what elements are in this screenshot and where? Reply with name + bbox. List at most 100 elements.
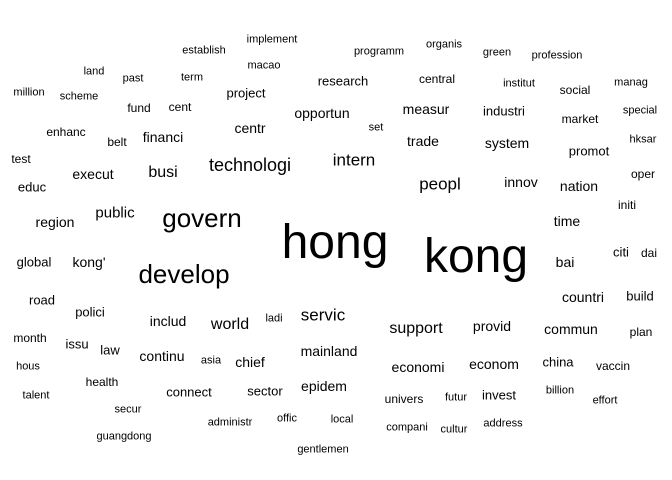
- word-execut: execut: [72, 166, 114, 182]
- word-industri: industri: [483, 103, 525, 119]
- word-compani: compani: [386, 421, 428, 434]
- word-invest: invest: [482, 387, 516, 403]
- word-technologi: technologi: [208, 155, 292, 175]
- word-china: china: [542, 354, 574, 370]
- word-macao: macao: [247, 59, 281, 72]
- word-talent: talent: [22, 389, 50, 402]
- word-sector: sector: [247, 383, 283, 399]
- word-provid: provid: [472, 318, 512, 334]
- word-mainland: mainland: [300, 343, 358, 359]
- word-polici: polici: [75, 304, 105, 320]
- word-land: land: [83, 65, 105, 78]
- word-busi: busi: [148, 164, 178, 181]
- word-centr: centr: [234, 120, 266, 136]
- word-asia: asia: [200, 354, 222, 367]
- word-guangdong: guangdong: [96, 430, 152, 443]
- word-promot: promot: [568, 143, 610, 159]
- word-establish: establish: [182, 44, 226, 57]
- word-bai: bai: [555, 254, 575, 270]
- word-project: project: [226, 85, 266, 101]
- word-citi: citi: [613, 244, 629, 260]
- word-plan: plan: [629, 325, 653, 339]
- word-address: address: [483, 417, 523, 430]
- word-enhanc: enhanc: [46, 125, 86, 139]
- word-financi: financi: [142, 129, 184, 145]
- word-global: global: [16, 254, 52, 270]
- word-intern: intern: [332, 150, 376, 170]
- word-support: support: [389, 320, 443, 337]
- word-organis: organis: [425, 38, 463, 51]
- word-cultur: cultur: [440, 423, 468, 436]
- word-special: special: [622, 104, 658, 117]
- word-nation: nation: [559, 178, 599, 194]
- word-dai: dai: [640, 246, 658, 260]
- word-profession: profession: [531, 49, 583, 62]
- word-administr: administr: [207, 416, 253, 429]
- word-oper: oper: [630, 167, 656, 181]
- word-fund: fund: [127, 101, 151, 115]
- word-includ: includ: [149, 313, 187, 329]
- word-commun: commun: [544, 321, 598, 337]
- word-educ: educ: [17, 179, 47, 195]
- word-manag: manag: [614, 76, 648, 89]
- word-region: region: [35, 214, 75, 230]
- word-futur: futur: [444, 391, 468, 404]
- word-time: time: [553, 213, 581, 229]
- word-law: law: [100, 342, 120, 358]
- word-month: month: [13, 331, 47, 345]
- word-hous: hous: [16, 360, 40, 373]
- word-health: health: [85, 375, 119, 389]
- word-market: market: [561, 112, 599, 126]
- word-research: research: [317, 73, 369, 89]
- word-develop: develop: [138, 259, 230, 289]
- word-public: public: [95, 204, 135, 222]
- word-epidem: epidem: [301, 378, 347, 394]
- word-vaccin: vaccin: [595, 359, 631, 373]
- word-kong: kong': [72, 254, 106, 270]
- word-billion: billion: [545, 384, 575, 397]
- word-economi: economi: [391, 359, 445, 375]
- word-gentlemen: gentlemen: [297, 443, 349, 456]
- word-scheme: scheme: [59, 90, 99, 103]
- word-system: system: [484, 135, 530, 151]
- word-initi: initi: [617, 198, 637, 212]
- word-trade: trade: [407, 133, 439, 149]
- word-econom: econom: [469, 356, 519, 372]
- word-term: term: [181, 71, 203, 84]
- word-build: build: [626, 288, 654, 304]
- word-programm: programm: [353, 45, 405, 58]
- word-connect: connect: [166, 384, 212, 400]
- word-ladi: ladi: [265, 312, 283, 325]
- word-road: road: [28, 292, 56, 308]
- word-institut: institut: [503, 77, 535, 90]
- word-effort: effort: [592, 394, 618, 407]
- word-peopl: peopl: [419, 174, 461, 194]
- word-local: local: [330, 413, 354, 426]
- word-countri: countri: [561, 289, 605, 305]
- word-continu: continu: [139, 348, 185, 364]
- word-hong: hong: [281, 216, 389, 269]
- word-social: social: [559, 83, 591, 97]
- word-green: green: [482, 46, 512, 59]
- word-univers: univers: [384, 392, 424, 406]
- word-chief: chief: [235, 354, 265, 370]
- word-opportun: opportun: [294, 105, 350, 121]
- word-implement: implement: [246, 33, 298, 46]
- word-central: central: [418, 72, 456, 86]
- word-secur: secur: [114, 403, 142, 416]
- word-million: million: [13, 86, 45, 99]
- word-past: past: [122, 72, 144, 85]
- word-kong: kong: [423, 230, 529, 283]
- word-offic: offic: [277, 412, 297, 425]
- word-set: set: [368, 121, 384, 134]
- word-cent: cent: [168, 100, 192, 114]
- word-innov: innov: [504, 174, 538, 190]
- word-servic: servic: [300, 305, 346, 325]
- word-measur: measur: [402, 101, 450, 117]
- word-world: world: [210, 316, 250, 333]
- word-test: test: [11, 152, 31, 166]
- word-hksar: hksar: [629, 133, 657, 146]
- word-belt: belt: [107, 135, 127, 149]
- word-govern: govern: [162, 203, 242, 233]
